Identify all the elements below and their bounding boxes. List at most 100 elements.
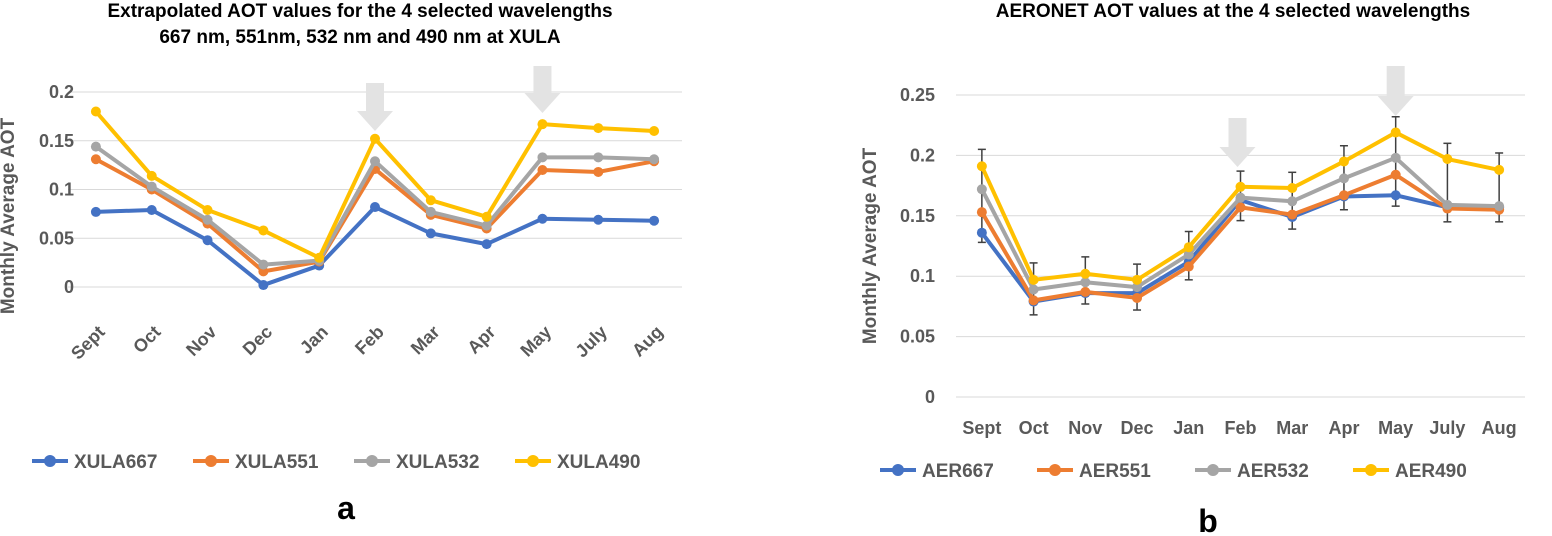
point-xula551-may bbox=[537, 165, 548, 175]
legend-marker bbox=[1049, 464, 1061, 476]
x-tick-july: July bbox=[1429, 418, 1465, 438]
legend-marker bbox=[44, 455, 56, 467]
series-xula551 bbox=[90, 154, 660, 277]
point-xula490-sept bbox=[90, 106, 101, 117]
point-aer532-may bbox=[1390, 152, 1401, 163]
chart-a-y-ticks: 0 0.05 0.1 0.15 0.2 bbox=[39, 82, 74, 297]
point-xula551-july bbox=[593, 166, 604, 177]
legend-item-xula532: XULA532 bbox=[354, 452, 479, 473]
legend-marker bbox=[205, 455, 217, 467]
legend-item-aer490: AER490 bbox=[1353, 461, 1467, 482]
point-xula490-mar bbox=[425, 195, 436, 206]
point-aer551-jan bbox=[1183, 261, 1194, 272]
point-xula490-feb bbox=[370, 133, 380, 144]
point-aer490-aug bbox=[1494, 164, 1505, 175]
legend-label: AER532 bbox=[1237, 461, 1309, 482]
x-tick-nov: Nov bbox=[182, 322, 220, 360]
point-xula532-dec bbox=[258, 259, 269, 270]
legend-label: XULA551 bbox=[235, 452, 319, 473]
y-tick-0: 0 bbox=[925, 387, 935, 407]
point-xula532-apr bbox=[481, 220, 492, 231]
series-xula667 bbox=[90, 202, 660, 291]
legend-marker bbox=[527, 455, 539, 467]
legend-item-xula490: XULA490 bbox=[515, 452, 640, 473]
series-xula532 bbox=[90, 141, 660, 270]
legend-label: AER551 bbox=[1079, 461, 1151, 482]
point-aer490-oct bbox=[1028, 274, 1039, 285]
y-tick-0.15: 0.15 bbox=[39, 131, 74, 151]
point-xula551-sept bbox=[90, 154, 101, 165]
y-tick-0.1: 0.1 bbox=[910, 266, 935, 286]
point-xula532-may bbox=[537, 152, 548, 163]
series-aer490 bbox=[976, 127, 1505, 285]
y-tick-0.15: 0.15 bbox=[900, 206, 935, 226]
point-xula667-july bbox=[593, 214, 604, 225]
point-aer551-feb bbox=[1235, 202, 1246, 213]
chart-b-legend: AER667 AER551 AER532 AER490 bbox=[880, 461, 1467, 482]
point-xula667-may bbox=[537, 213, 548, 224]
point-aer490-sept bbox=[976, 161, 987, 172]
point-xula667-nov bbox=[202, 235, 213, 246]
point-xula667-apr bbox=[481, 239, 492, 250]
point-aer532-aug bbox=[1494, 201, 1505, 212]
y-tick-0.05: 0.05 bbox=[39, 228, 74, 248]
point-xula490-nov bbox=[202, 204, 213, 215]
legend-item-aer532: AER532 bbox=[1195, 461, 1309, 482]
y-tick-0.25: 0.25 bbox=[900, 85, 935, 105]
point-xula490-july bbox=[593, 123, 604, 134]
point-xula532-nov bbox=[202, 214, 213, 225]
x-tick-dec: Dec bbox=[1121, 418, 1154, 438]
point-aer532-feb bbox=[1235, 192, 1246, 203]
legend-label: XULA490 bbox=[557, 452, 640, 473]
x-tick-aug: Aug bbox=[1482, 418, 1517, 438]
point-aer551-mar bbox=[1287, 209, 1298, 220]
legend-item-xula667: XULA667 bbox=[32, 452, 157, 473]
chart-a-series bbox=[90, 106, 660, 291]
point-xula667-feb bbox=[370, 202, 380, 213]
point-aer551-dec bbox=[1132, 292, 1143, 303]
x-tick-apr: Apr bbox=[463, 322, 499, 358]
point-xula490-oct bbox=[146, 170, 157, 181]
chart-a-legend: XULA667 XULA551 XULA532 XULA490 bbox=[32, 452, 640, 473]
point-aer490-may bbox=[1390, 127, 1401, 138]
x-tick-aug: Aug bbox=[628, 322, 667, 361]
point-xula667-aug bbox=[649, 215, 660, 226]
x-tick-oct: Oct bbox=[129, 322, 164, 357]
arrow-may-icon bbox=[1377, 66, 1414, 116]
point-aer490-july bbox=[1442, 154, 1453, 165]
y-tick-0: 0 bbox=[64, 277, 74, 297]
point-xula532-mar bbox=[425, 206, 436, 217]
legend-marker bbox=[892, 464, 904, 476]
point-xula667-sept bbox=[90, 206, 101, 217]
point-aer490-mar bbox=[1287, 183, 1298, 194]
point-aer490-feb bbox=[1235, 181, 1246, 192]
y-tick-0.1: 0.1 bbox=[49, 180, 74, 200]
point-aer490-jan bbox=[1183, 242, 1194, 253]
point-aer532-nov bbox=[1080, 277, 1091, 288]
legend-item-aer551: AER551 bbox=[1037, 461, 1151, 482]
y-tick-0.2: 0.2 bbox=[49, 82, 74, 102]
x-tick-dec: Dec bbox=[239, 322, 276, 359]
legend-marker bbox=[1365, 464, 1377, 476]
chart-a-y-axis-label: Monthly Average AOT bbox=[0, 117, 19, 314]
point-xula532-oct bbox=[146, 181, 157, 192]
x-tick-sept: Sept bbox=[962, 418, 1001, 438]
series-line-xula551 bbox=[93, 157, 657, 274]
point-aer667-may bbox=[1390, 190, 1401, 201]
legend-label: AER490 bbox=[1395, 461, 1467, 482]
point-xula490-aug bbox=[649, 126, 660, 136]
point-xula667-mar bbox=[425, 228, 436, 239]
point-aer532-mar bbox=[1287, 196, 1298, 207]
x-tick-feb: Feb bbox=[1224, 418, 1256, 438]
x-tick-mar: Mar bbox=[1276, 418, 1308, 438]
point-aer551-oct bbox=[1028, 295, 1039, 306]
x-tick-jan: Jan bbox=[296, 322, 332, 358]
point-xula667-oct bbox=[146, 204, 157, 215]
point-aer490-dec bbox=[1132, 274, 1143, 285]
point-aer532-dec bbox=[1132, 282, 1143, 293]
legend-item-xula551: XULA551 bbox=[193, 452, 319, 473]
point-aer551-apr bbox=[1338, 190, 1349, 201]
point-xula490-dec bbox=[258, 225, 269, 236]
arrow-feb-icon bbox=[357, 83, 393, 131]
